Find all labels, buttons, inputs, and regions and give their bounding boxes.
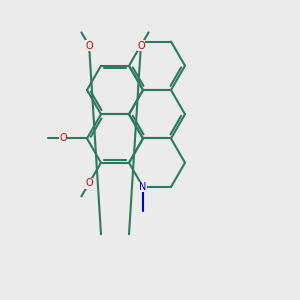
Text: N: N bbox=[139, 182, 147, 192]
Text: O: O bbox=[85, 40, 93, 51]
Text: O: O bbox=[59, 134, 67, 143]
Text: O: O bbox=[85, 178, 93, 188]
Text: O: O bbox=[137, 40, 145, 51]
